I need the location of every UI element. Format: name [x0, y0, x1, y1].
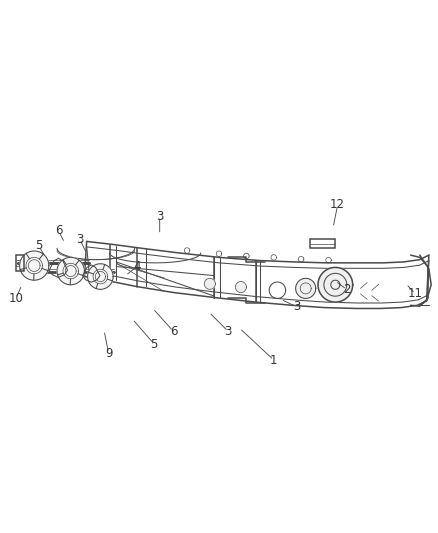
Text: 5: 5 [35, 239, 42, 253]
Bar [16, 255, 24, 271]
Text: 10: 10 [8, 292, 23, 305]
Text: 6: 6 [55, 224, 62, 237]
Polygon shape [20, 251, 49, 280]
Text: 3: 3 [224, 325, 232, 338]
Bar [310, 239, 336, 248]
Text: 3: 3 [293, 300, 300, 313]
Polygon shape [296, 278, 316, 298]
Text: 3: 3 [76, 232, 84, 246]
Polygon shape [57, 257, 85, 285]
Polygon shape [318, 268, 353, 302]
Polygon shape [205, 278, 215, 289]
Text: 6: 6 [170, 325, 177, 338]
Text: 12: 12 [330, 198, 345, 212]
Text: 4: 4 [133, 260, 141, 273]
Text: 1: 1 [270, 353, 278, 367]
Text: 3: 3 [156, 210, 163, 223]
Text: 9: 9 [105, 346, 112, 360]
Polygon shape [88, 264, 113, 289]
Text: 2: 2 [343, 283, 350, 296]
Text: 11: 11 [408, 287, 423, 301]
Text: 5: 5 [151, 337, 158, 351]
Polygon shape [236, 281, 247, 293]
